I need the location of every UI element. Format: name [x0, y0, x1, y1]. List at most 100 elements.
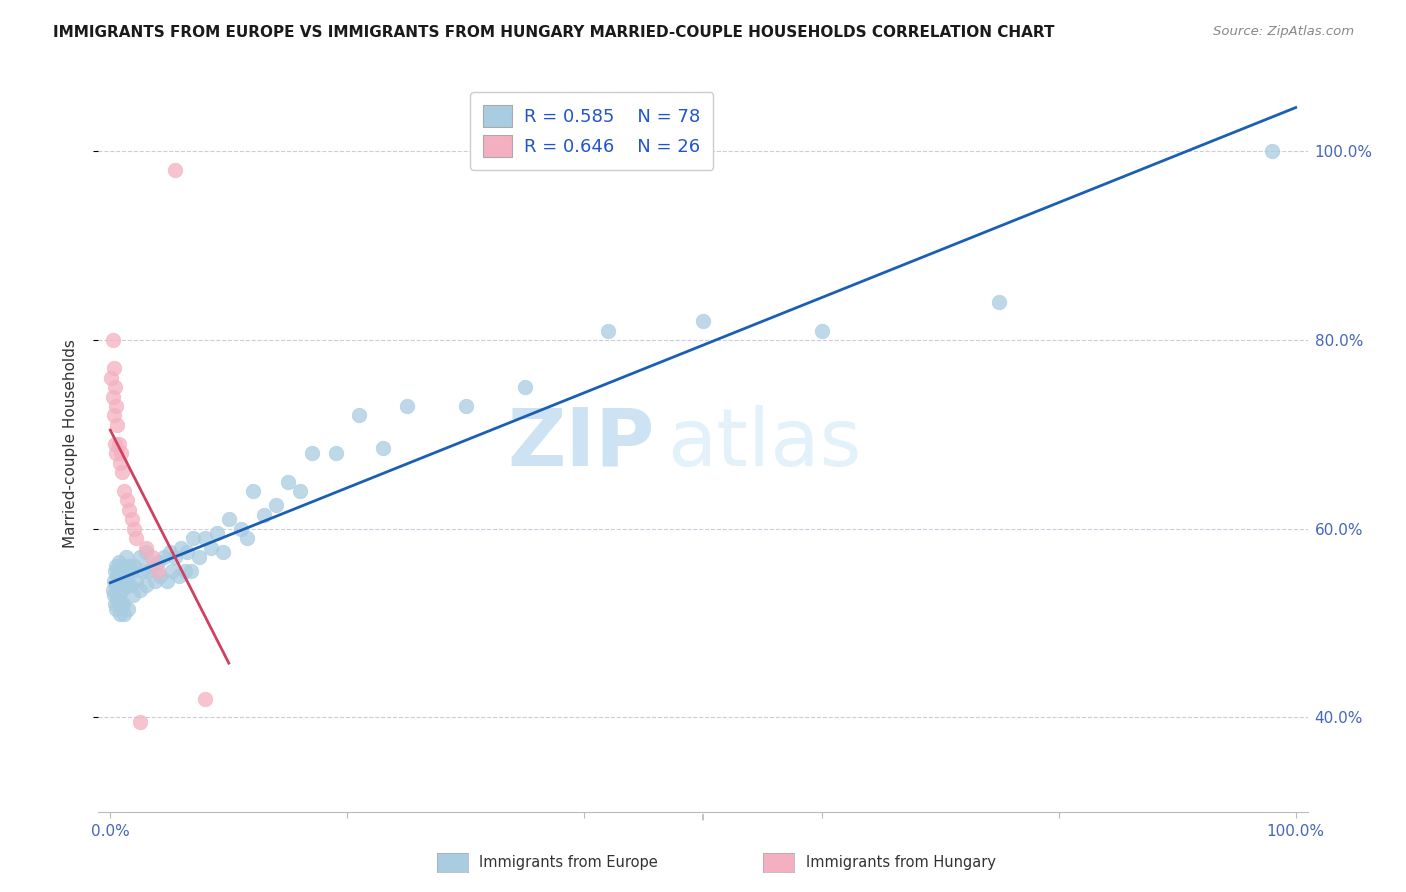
Y-axis label: Married-couple Households: Married-couple Households [63, 339, 77, 549]
Point [181, 531, 204, 545]
Point [205, 526, 228, 541]
Point [120, 578, 142, 592]
Point [105, 578, 128, 592]
Point [156, 574, 179, 588]
Point [264, 498, 287, 512]
Point [104, 380, 127, 394]
Point [141, 559, 163, 574]
Point [160, 564, 183, 578]
Point [105, 592, 128, 607]
Point [371, 442, 394, 456]
Point [141, 549, 163, 564]
Point [188, 549, 211, 564]
Text: atlas: atlas [666, 405, 860, 483]
Point [152, 549, 174, 564]
Point [108, 564, 131, 578]
Point [108, 456, 131, 470]
Point [347, 409, 370, 423]
Point [105, 417, 128, 432]
Text: Source: ZipAtlas.com: Source: ZipAtlas.com [1213, 25, 1354, 38]
Point [121, 564, 143, 578]
Point [395, 399, 418, 413]
Point [103, 588, 125, 602]
Point [253, 508, 276, 522]
Point [165, 163, 187, 178]
Point [129, 549, 152, 564]
Point [111, 582, 134, 597]
Point [170, 541, 193, 555]
Point [107, 588, 129, 602]
Point [110, 597, 132, 611]
Point [101, 333, 124, 347]
Point [598, 324, 620, 338]
Point [104, 437, 127, 451]
Point [107, 555, 129, 569]
Point [129, 582, 152, 597]
Point [105, 602, 128, 616]
Text: Immigrants from Europe: Immigrants from Europe [479, 855, 658, 870]
Point [114, 607, 136, 621]
Point [218, 512, 240, 526]
Point [810, 324, 832, 338]
Legend: R = 0.585    N = 78, R = 0.646    N = 26: R = 0.585 N = 78, R = 0.646 N = 26 [470, 92, 713, 169]
Point [235, 531, 257, 545]
Point [149, 569, 172, 583]
Point [174, 564, 197, 578]
Point [114, 483, 136, 498]
Point [114, 549, 136, 564]
Point [105, 446, 128, 460]
Point [167, 569, 190, 583]
Point [301, 446, 323, 460]
Point [112, 597, 135, 611]
Point [143, 574, 166, 588]
Point [136, 564, 159, 578]
Point [111, 465, 134, 479]
Point [104, 597, 127, 611]
Point [165, 549, 187, 564]
Point [277, 475, 299, 489]
Point [104, 564, 127, 578]
Point [110, 574, 132, 588]
Point [325, 446, 347, 460]
Text: Immigrants from Hungary: Immigrants from Hungary [806, 855, 995, 870]
Point [129, 715, 152, 730]
Point [159, 545, 181, 559]
Point [121, 588, 143, 602]
Point [176, 545, 198, 559]
Point [110, 446, 132, 460]
Point [114, 574, 136, 588]
Point [146, 564, 169, 578]
Point [101, 390, 124, 404]
Point [115, 493, 138, 508]
Point [107, 437, 129, 451]
Point [122, 522, 145, 536]
Point [118, 559, 141, 574]
Point [229, 522, 252, 536]
Point [125, 574, 148, 588]
Point [194, 691, 217, 706]
Point [103, 574, 125, 588]
Point [135, 541, 157, 555]
Text: IMMIGRANTS FROM EUROPE VS IMMIGRANTS FROM HUNGARY MARRIED-COUPLE HOUSEHOLDS CORR: IMMIGRANTS FROM EUROPE VS IMMIGRANTS FRO… [53, 25, 1054, 40]
Point [122, 559, 145, 574]
Point [146, 555, 169, 569]
Point [105, 399, 128, 413]
Point [121, 512, 143, 526]
Point [200, 541, 222, 555]
Point [515, 380, 537, 394]
Point [212, 545, 235, 559]
Point [288, 483, 311, 498]
Point [194, 531, 217, 545]
Point [180, 564, 202, 578]
Point [1261, 145, 1284, 159]
Point [111, 559, 134, 574]
Point [105, 559, 128, 574]
Point [105, 569, 128, 583]
Point [101, 582, 124, 597]
Point [118, 503, 141, 517]
Point [117, 602, 139, 616]
Point [135, 545, 157, 559]
Point [454, 399, 477, 413]
Point [988, 295, 1011, 310]
Text: ZIP: ZIP [508, 405, 655, 483]
